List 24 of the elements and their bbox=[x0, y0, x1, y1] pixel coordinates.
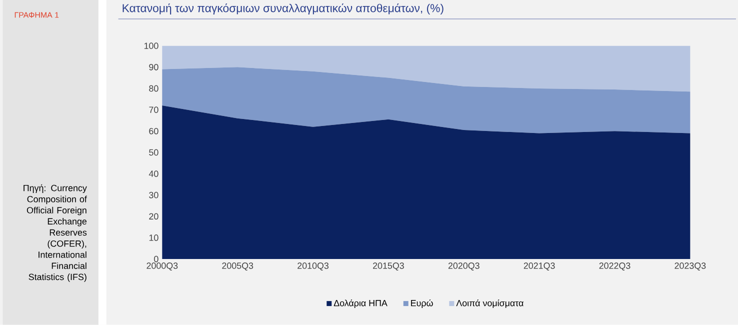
y-tick-label: 100 bbox=[144, 42, 158, 50]
y-tick-label: 90 bbox=[149, 64, 158, 70]
y-tick-label: 30 bbox=[149, 192, 158, 198]
x-tick-label: 2020Q3 bbox=[448, 262, 480, 271]
legend-label: Λοιπά νομίσματα bbox=[456, 300, 524, 308]
y-tick-label: 40 bbox=[148, 170, 158, 178]
x-tick-label: 2000Q3 bbox=[146, 262, 178, 271]
x-tick-label: 2010Q3 bbox=[298, 262, 329, 271]
x-tick-label: 2015Q3 bbox=[373, 262, 404, 271]
x-tick-label: 2022Q3 bbox=[599, 262, 630, 271]
y-tick-label: 80 bbox=[149, 85, 158, 92]
x-tick-label: 2023Q3 bbox=[674, 262, 706, 271]
text: Πηγή: Currency Composition of Official Foreign Exchange Reserves (COFER), International Financial Statistics (IFS) bbox=[24, 184, 87, 282]
legend-label: Δολάρια ΗΠΑ bbox=[334, 300, 388, 308]
y-tick-label: 60 bbox=[149, 128, 158, 134]
chart-title: Κατανομή των παγκόσμιων συναλλαγματικών αποθεμάτων, (%) bbox=[122, 4, 444, 15]
y-tick-label: 50 bbox=[149, 149, 158, 156]
y-tick-label: 20 bbox=[149, 213, 158, 220]
legend-label: Ευρώ bbox=[411, 300, 433, 308]
y-tick-label: 70 bbox=[149, 106, 158, 114]
x-tick-label: 2005Q3 bbox=[222, 262, 254, 271]
y-tick-label: 0 bbox=[154, 256, 158, 262]
x-tick-label: 2021Q3 bbox=[524, 262, 555, 271]
y-tick-label: 10 bbox=[149, 234, 158, 241]
